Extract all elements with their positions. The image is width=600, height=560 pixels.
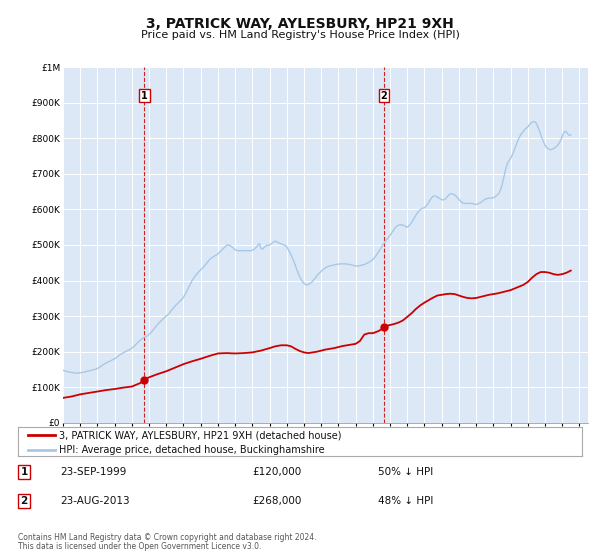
Text: 50% ↓ HPI: 50% ↓ HPI [378,467,433,477]
Text: 23-AUG-2013: 23-AUG-2013 [60,496,130,506]
Text: Contains HM Land Registry data © Crown copyright and database right 2024.: Contains HM Land Registry data © Crown c… [18,533,317,542]
Text: 2: 2 [20,496,28,506]
Text: 3, PATRICK WAY, AYLESBURY, HP21 9XH: 3, PATRICK WAY, AYLESBURY, HP21 9XH [146,17,454,31]
Text: This data is licensed under the Open Government Licence v3.0.: This data is licensed under the Open Gov… [18,542,262,551]
Text: 1: 1 [141,91,148,101]
Text: HPI: Average price, detached house, Buckinghamshire: HPI: Average price, detached house, Buck… [59,445,324,455]
Text: 1: 1 [20,467,28,477]
Text: £268,000: £268,000 [252,496,301,506]
Text: Price paid vs. HM Land Registry's House Price Index (HPI): Price paid vs. HM Land Registry's House … [140,30,460,40]
Text: £120,000: £120,000 [252,467,301,477]
Text: 2: 2 [380,91,387,101]
Text: 3, PATRICK WAY, AYLESBURY, HP21 9XH (detached house): 3, PATRICK WAY, AYLESBURY, HP21 9XH (det… [59,431,341,440]
Text: 23-SEP-1999: 23-SEP-1999 [60,467,127,477]
Text: 48% ↓ HPI: 48% ↓ HPI [378,496,433,506]
